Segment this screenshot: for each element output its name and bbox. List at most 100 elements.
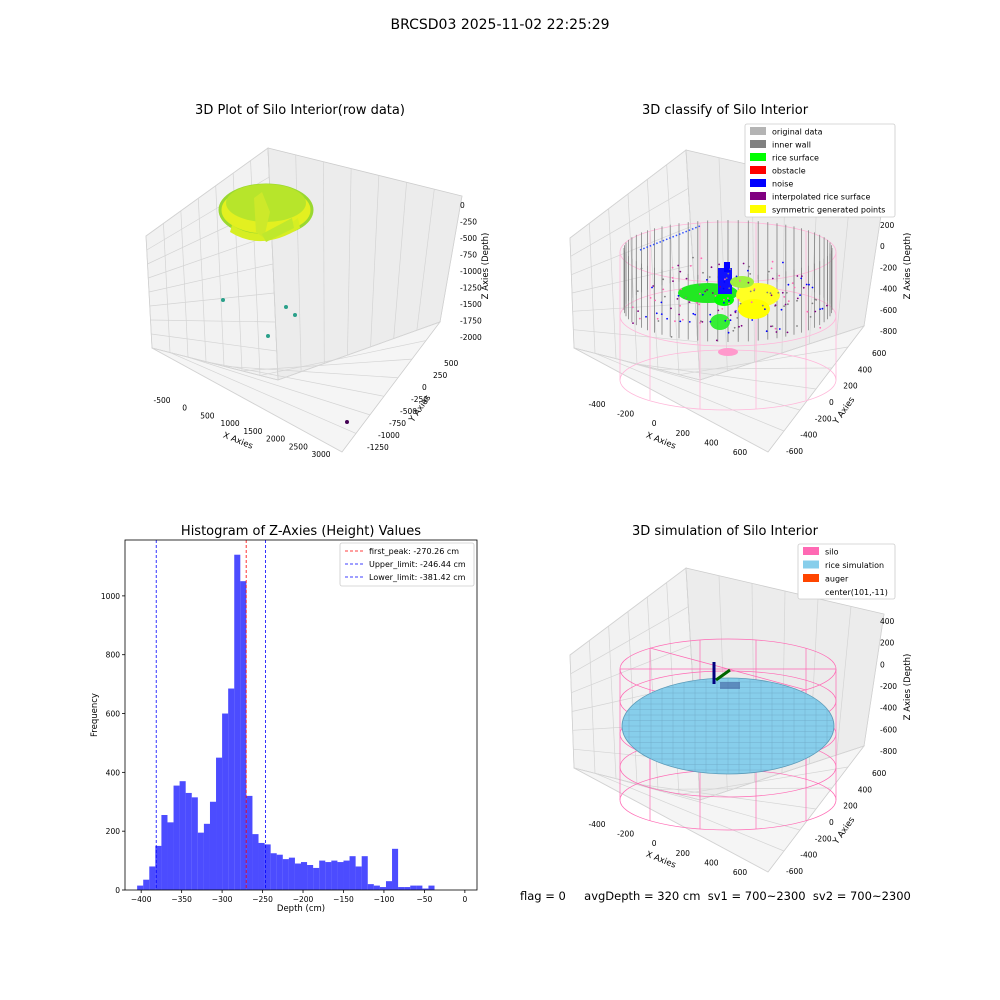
legend-swatch: [750, 153, 766, 161]
grid-line: [615, 778, 801, 831]
grid-line: [393, 182, 407, 339]
scatter-point: [685, 277, 688, 280]
scatter-point: [711, 292, 714, 294]
scatter-point: [670, 336, 673, 338]
scatter-point: [799, 294, 801, 296]
raw-y-tick: -750: [389, 419, 406, 428]
scatter-point: [732, 329, 735, 332]
classify-z-tick: -400: [880, 285, 897, 294]
grid-line: [259, 340, 427, 376]
grid-line: [439, 195, 463, 323]
classify-y-tick: 200: [843, 382, 858, 391]
scatter-point: [814, 310, 817, 313]
scatter-point: [672, 280, 674, 282]
legend-swatch: [750, 179, 766, 187]
scatter-point: [718, 263, 720, 266]
classify-z-tick: -600: [880, 306, 897, 315]
raw-y-tick: -500: [400, 407, 417, 416]
grid-line: [569, 149, 687, 239]
scatter-point: [701, 321, 704, 323]
classify-x-tick: 0: [652, 419, 657, 428]
grid-line: [594, 773, 785, 852]
scatter-point: [676, 298, 679, 300]
scatter-point: [702, 271, 704, 274]
grid-line: [836, 606, 852, 756]
histogram-bar: [294, 863, 301, 890]
raw-y-ticks: 500 250 0 -250 -500 -750 -1000 -1250: [367, 359, 459, 452]
scatter-point: [796, 299, 798, 302]
scatter-point: [692, 256, 694, 259]
legend-label: silo: [825, 548, 839, 557]
scatter-point: [656, 317, 659, 320]
histogram-bar: [137, 885, 144, 890]
grid-line: [277, 321, 441, 381]
histogram-bar: [149, 866, 156, 890]
grid-line: [863, 195, 885, 327]
raw-y-tick: 250: [433, 371, 448, 380]
scatter-point: [747, 281, 750, 284]
grid-line: [594, 353, 785, 432]
y-tick-label: 800: [106, 651, 121, 660]
scatter-point: [796, 275, 799, 277]
scatter-point: [733, 326, 736, 329]
scatter-point: [806, 310, 809, 313]
raw-y-tick: 0: [422, 383, 427, 392]
histogram-bars: [137, 554, 435, 890]
classify-y-axis-label: Y Axies: [831, 395, 858, 427]
simulation-x-tick: 600: [733, 868, 748, 877]
grid-line: [241, 358, 413, 372]
scatter-point: [749, 273, 752, 275]
classify-x-tick: 600: [733, 448, 748, 457]
scatter-point: [809, 316, 812, 318]
simulation-x-tick: 0: [652, 839, 657, 848]
raw-z-tick: 0: [460, 201, 465, 210]
scatter-point: [728, 299, 730, 302]
scatter-point: [677, 264, 680, 267]
simulation-x-tick: 200: [676, 849, 691, 858]
scatter-point: [747, 269, 749, 272]
classify-z-tick: 200: [880, 221, 895, 230]
histogram-bar: [385, 881, 393, 890]
status-footer: flag = 0 avgDepth = 320 cm sv1 = 700~230…: [520, 889, 911, 903]
legend-label: rice surface: [772, 154, 819, 163]
histogram-bar: [222, 713, 229, 890]
scatter-point: [771, 325, 774, 328]
histogram-bar: [301, 862, 308, 890]
histogram-x-ticks: −400 −350 −300 −250 −200 −150 −100 −50 0: [131, 890, 467, 904]
raw-z-tick: -1750: [460, 317, 482, 326]
scatter-point: [729, 268, 732, 271]
legend-label: center(101,-11): [825, 588, 888, 597]
scatter-point: [740, 324, 743, 327]
scatter-point: [706, 289, 708, 291]
histogram-bar: [197, 832, 204, 890]
y-tick-label: 0: [115, 886, 120, 895]
scatter-point: [780, 308, 783, 311]
simulation-z-tick: -200: [880, 682, 897, 691]
histogram-bar: [422, 888, 429, 890]
scatter-point: [777, 291, 780, 294]
scatter-point: [636, 290, 639, 292]
legend-swatch: [803, 547, 819, 555]
x-tick-label: 0: [462, 895, 467, 904]
raw-x-tick: 1500: [243, 427, 262, 436]
scatter-point: [735, 275, 738, 278]
classify-noise-streak: [639, 225, 701, 251]
histogram-bar: [246, 795, 253, 890]
scatter-point: [677, 294, 680, 297]
scatter-point: [786, 331, 789, 334]
scatter-point: [768, 270, 770, 273]
scatter-point: [811, 286, 814, 289]
raw-z-tick: -1000: [460, 267, 482, 276]
simulation-z-ticks: 400 200 0 -200 -400 -600 -800: [880, 617, 897, 756]
grid-line: [205, 361, 385, 397]
grid-line: [570, 188, 689, 257]
legend-label: inner wall: [772, 141, 811, 150]
scatter-point: [796, 325, 798, 327]
scatter-point: [721, 308, 724, 310]
simulation-y-axis-label: Y Axies: [831, 815, 858, 847]
histogram-bar: [410, 885, 417, 890]
scatter-point: [723, 298, 725, 301]
histogram-bar: [398, 887, 405, 890]
histogram-chart: −400 −350 −300 −250 −200 −150 −100 −50 0 0 200 400…: [90, 539, 478, 914]
